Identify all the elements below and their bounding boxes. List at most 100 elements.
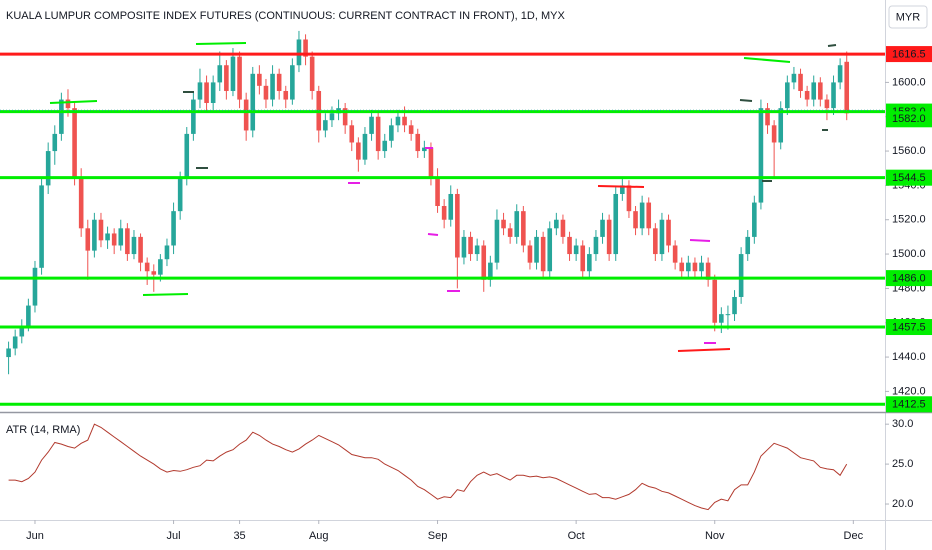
candle-body [184, 133, 190, 177]
chart-title: KUALA LUMPUR COMPOSITE INDEX FUTURES (CO… [6, 10, 565, 22]
candle-body [468, 236, 473, 255]
candle-body [441, 206, 447, 220]
level-label-box [886, 319, 932, 336]
candle-body [646, 202, 652, 229]
candle-body [204, 82, 209, 103]
candle-body [151, 271, 157, 275]
x-tick-label: Oct [568, 530, 585, 542]
candle-body [283, 90, 289, 100]
candle-body [672, 245, 678, 263]
candle-body [474, 245, 480, 255]
candle-body [765, 108, 770, 126]
candle-body [375, 116, 381, 152]
candle-body [540, 236, 546, 272]
candle-body [191, 99, 196, 134]
candle-body [263, 85, 269, 100]
candle-body [342, 108, 348, 126]
candle-body [329, 113, 335, 121]
candle-body [653, 228, 658, 255]
candle-body [725, 314, 731, 316]
level-label: 1457.5 [892, 321, 926, 333]
candle-body [32, 267, 38, 306]
candle-body [580, 245, 586, 272]
candle-body [78, 176, 84, 229]
candle-body [593, 236, 599, 255]
x-tick-label: Aug [309, 530, 329, 542]
candle-body [732, 296, 737, 315]
drawing-line [427, 233, 439, 236]
candle-body [824, 99, 830, 109]
x-tick-label: Jul [167, 530, 181, 542]
drawing-line [142, 293, 189, 296]
drawing-line [743, 57, 791, 63]
candle-body [514, 211, 520, 237]
drawing-line [827, 44, 837, 47]
level-label: 1616.5 [892, 48, 926, 60]
candle-body [785, 82, 790, 109]
candle-body [752, 202, 757, 237]
candle-body [435, 176, 440, 206]
candle-body [666, 219, 671, 246]
candle-body [771, 125, 777, 143]
candle-body [65, 99, 71, 109]
candle-body [144, 262, 150, 272]
candle-body [125, 228, 130, 255]
candle-body [494, 219, 500, 263]
drawings [49, 42, 837, 352]
candle-body [692, 262, 698, 272]
candle-body [257, 73, 262, 86]
candle-body [224, 65, 229, 91]
candle-body [230, 56, 236, 91]
candle-body [19, 326, 25, 337]
candle-body [45, 151, 51, 186]
candle-body [369, 116, 374, 134]
candle-body [461, 236, 467, 258]
candle-body [626, 185, 632, 212]
candle-body [290, 65, 295, 100]
candle-body [250, 73, 256, 131]
indicator-title: ATR (14, RMA) [6, 424, 80, 436]
candle-body [600, 219, 605, 237]
candle-body [719, 314, 724, 323]
candle-body [679, 262, 685, 272]
candle-body [303, 39, 308, 57]
drawing-line [49, 100, 98, 104]
candle-body [831, 82, 836, 109]
y-tick-label: 1440.0 [892, 351, 926, 363]
candle-body [52, 133, 58, 152]
candle-body [804, 90, 810, 100]
candle-body [415, 133, 421, 152]
y-tick-label: 1520.0 [892, 214, 926, 226]
level-label: 1412.5 [892, 399, 926, 411]
candle-body [349, 125, 355, 143]
drawing-line [195, 42, 247, 45]
level-label: 1486.0 [892, 273, 926, 285]
candle-body [554, 219, 559, 229]
last-price-box [886, 111, 932, 128]
candle-body [296, 39, 302, 66]
candle-body [131, 236, 137, 255]
candle-body [237, 56, 242, 100]
candle-body [389, 125, 394, 141]
candle-body [12, 336, 18, 349]
candle-body [270, 73, 275, 100]
level-label-box [886, 270, 932, 287]
candle-body [481, 245, 487, 280]
candle-body [573, 245, 579, 255]
candle-body [85, 228, 91, 251]
candle-body [197, 82, 203, 100]
candle-body [686, 262, 691, 272]
candle-body [177, 176, 183, 212]
candle-body [606, 219, 612, 255]
candle-body [791, 73, 797, 83]
candle-body [488, 262, 493, 280]
candle-body [158, 259, 163, 275]
candle-body [39, 185, 44, 268]
candle-body [72, 108, 77, 177]
candle-body [521, 211, 526, 246]
candle-body [705, 262, 711, 280]
candle-body [243, 99, 249, 131]
candle-body [501, 219, 506, 229]
candle-body [395, 116, 401, 126]
candle-body [745, 236, 751, 255]
